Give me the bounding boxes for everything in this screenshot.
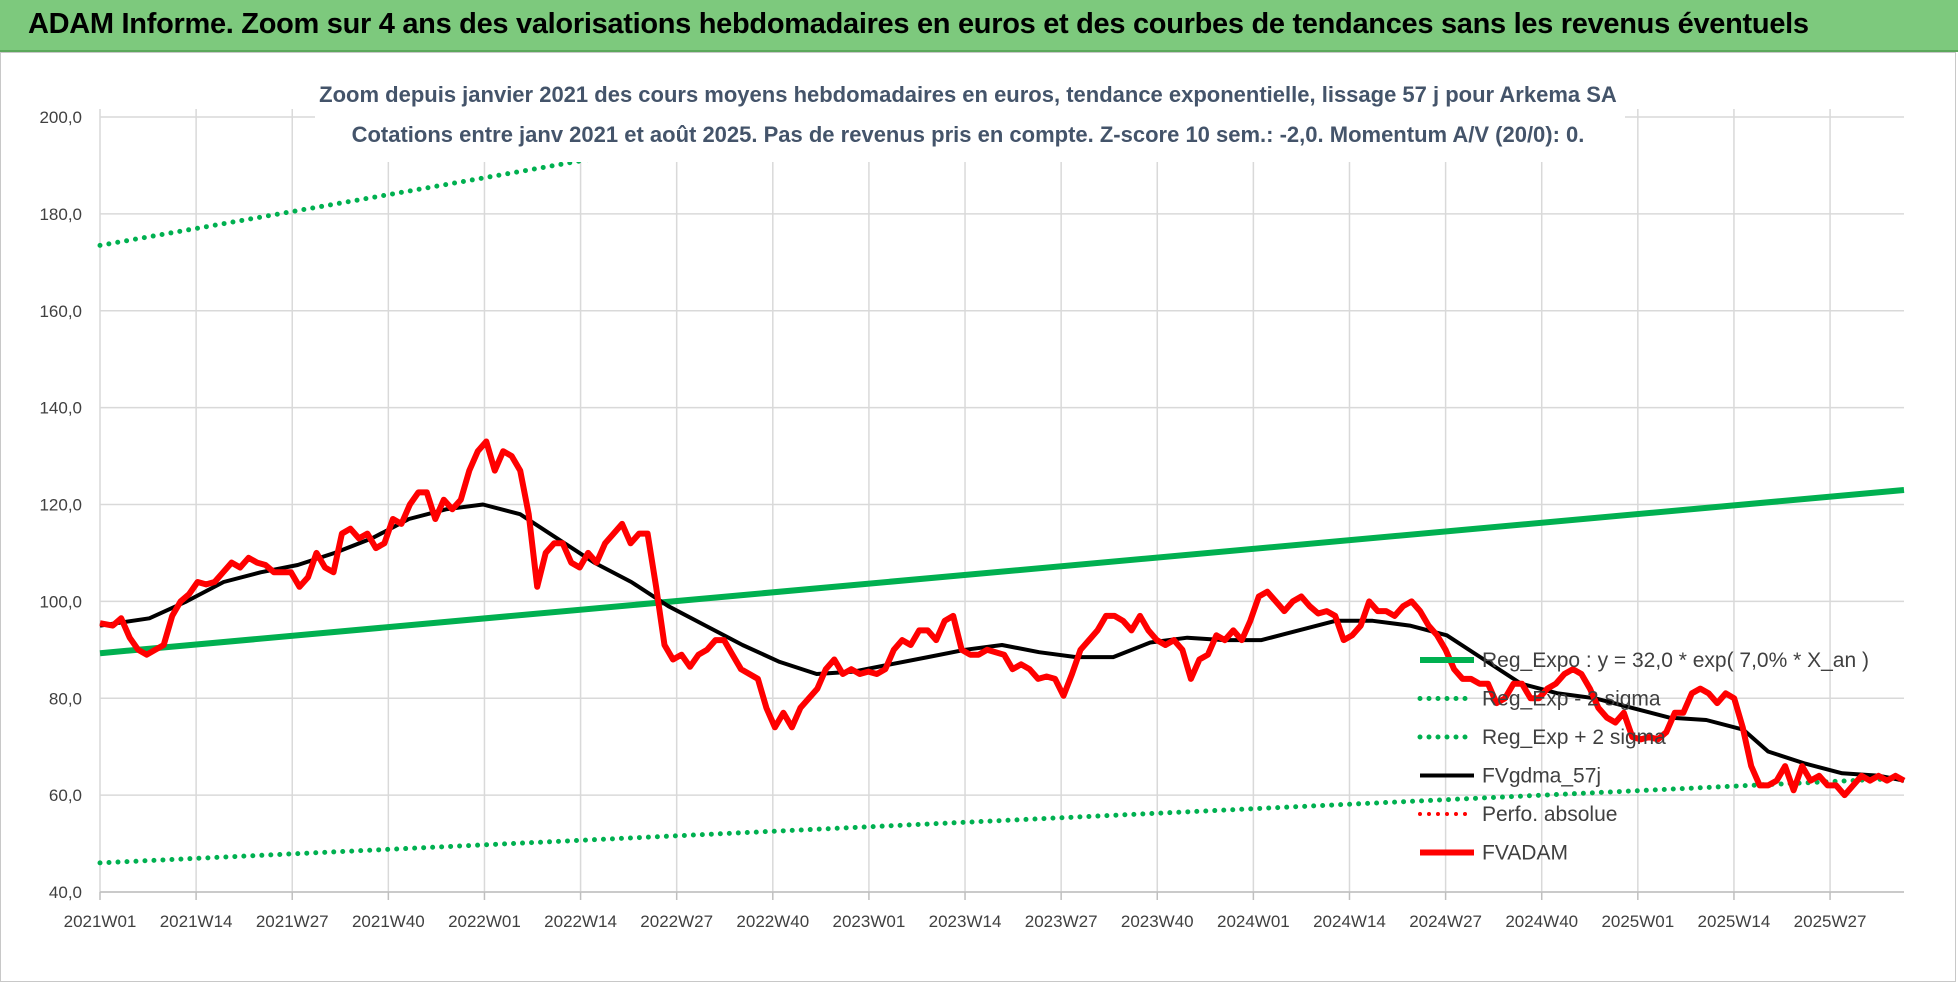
series-reg-expo-y-32-0-exp-7-0-x-an: [99, 487, 1905, 657]
x-tick-label: 2022W14: [544, 912, 617, 931]
chart-frame: [0, 52, 1956, 982]
grid-lines: [99, 109, 1904, 893]
legend: Reg_Expo : y = 32,0 * exp( 7,0% * X_an )…: [1417, 649, 1869, 865]
series-fvgdma-57j: [99, 502, 1905, 783]
x-tick-label: 2024W01: [1217, 912, 1290, 931]
x-tick-label: 2025W14: [1698, 912, 1771, 931]
x-tick-label: 2024W14: [1313, 912, 1386, 931]
y-tick-label: 160,0: [39, 302, 82, 321]
y-tick-label: 100,0: [39, 592, 82, 611]
x-tick-label: 2023W14: [929, 912, 1002, 931]
y-tick-label: 80,0: [49, 689, 82, 708]
chart-subtitle: Cotations entre janv 2021 et août 2025. …: [352, 122, 1585, 147]
x-tick-label: 2023W01: [833, 912, 906, 931]
x-tick-label: 2022W40: [736, 912, 809, 931]
y-tick-label: 60,0: [49, 786, 82, 805]
x-tick-label: 2023W27: [1025, 912, 1098, 931]
banner-title: ADAM Informe. Zoom sur 4 ans des valoris…: [28, 8, 1809, 40]
legend-label: FVADAM: [1482, 842, 1568, 865]
x-tick-label: 2025W27: [1794, 912, 1867, 931]
y-tick-label: 200,0: [39, 108, 82, 127]
legend-label: Perfo. absolue: [1482, 803, 1617, 826]
y-tick-label: 180,0: [39, 205, 82, 224]
x-tick-label: 2022W01: [448, 912, 521, 931]
y-tick-label: 120,0: [39, 496, 82, 515]
x-tick-label: 2021W14: [160, 912, 233, 931]
x-tick-label: 2021W27: [256, 912, 329, 931]
series-reg-exp-2-sigma: [97, 775, 1907, 866]
title-banner: ADAM Informe. Zoom sur 4 ans des valoris…: [0, 0, 1958, 52]
y-tick-label: 140,0: [39, 399, 82, 418]
legend-label: Reg_Exp - 2 sigma: [1482, 688, 1661, 711]
axes: 40,0 60,0 80,0 100,0 120,0 140,0 160,0 180,0 200…: [39, 108, 1904, 931]
x-tick-label: 2021W01: [64, 912, 137, 931]
x-tick-label: 2025W01: [1601, 912, 1674, 931]
title-background: [315, 72, 1625, 162]
x-tick-label: 2024W40: [1505, 912, 1578, 931]
legend-label: Reg_Expo : y = 32,0 * exp( 7,0% * X_an ): [1482, 649, 1869, 672]
legend-label: Reg_Exp + 2 sigma: [1482, 726, 1666, 749]
chart-title-box: Zoom depuis janvier 2021 des cours moyen…: [315, 72, 1625, 162]
chart-title: Zoom depuis janvier 2021 des cours moyen…: [319, 82, 1617, 107]
x-tick-label: 2023W40: [1121, 912, 1194, 931]
x-tick-label: 2021W40: [352, 912, 425, 931]
series-layer: [97, 112, 1907, 866]
y-tick-label: 40,0: [49, 883, 82, 902]
x-tick-label: 2022W27: [640, 912, 713, 931]
series-fvadam: [99, 438, 1906, 799]
legend-label: FVgdma_57j: [1482, 765, 1601, 788]
x-tick-label: 2024W27: [1409, 912, 1482, 931]
series-reg-exp-2-sigma: [97, 112, 873, 248]
